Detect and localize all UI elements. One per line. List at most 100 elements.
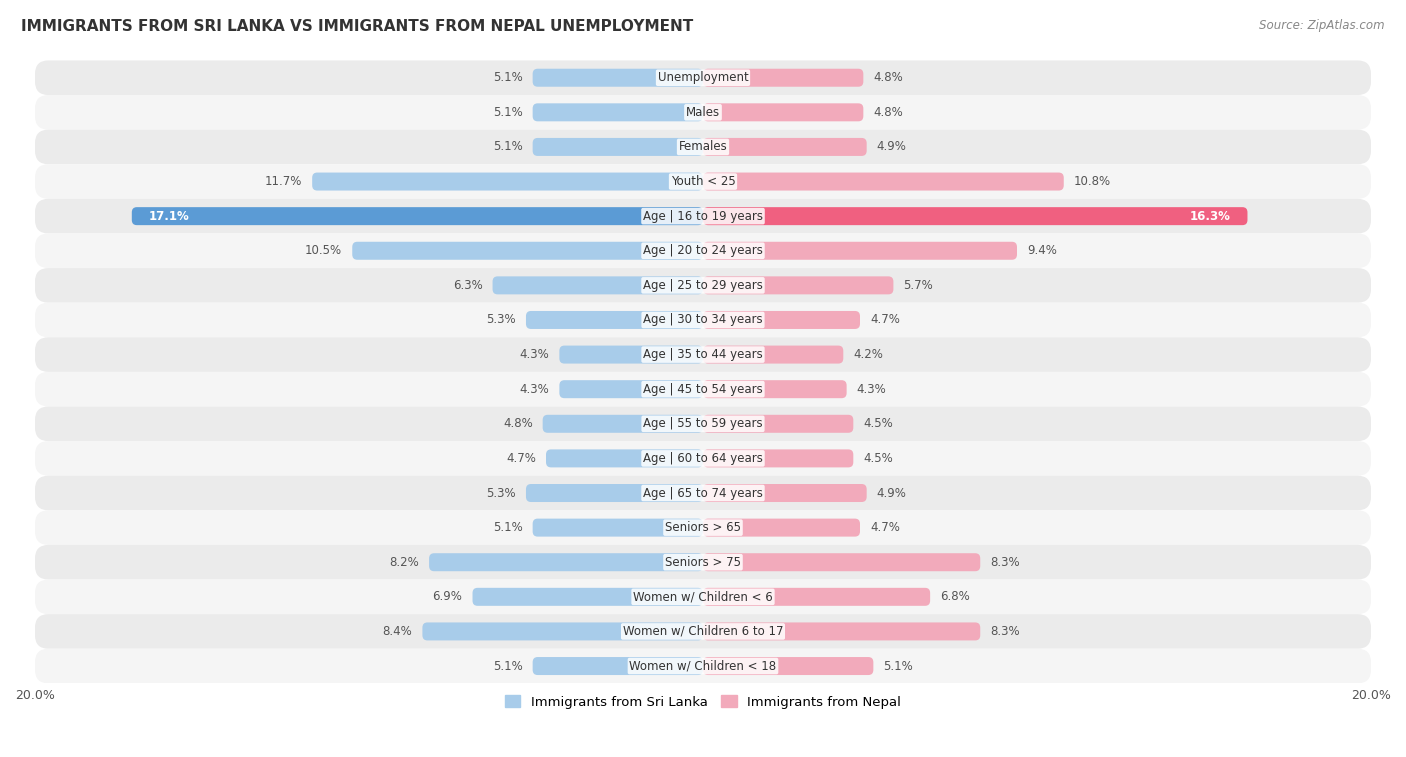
Text: Women w/ Children < 6: Women w/ Children < 6: [633, 590, 773, 603]
Text: Unemployment: Unemployment: [658, 71, 748, 84]
FancyBboxPatch shape: [422, 622, 703, 640]
FancyBboxPatch shape: [533, 657, 703, 675]
FancyBboxPatch shape: [35, 303, 1371, 338]
FancyBboxPatch shape: [35, 407, 1371, 441]
Text: 8.3%: 8.3%: [990, 556, 1019, 569]
FancyBboxPatch shape: [533, 138, 703, 156]
FancyBboxPatch shape: [703, 588, 931, 606]
FancyBboxPatch shape: [533, 519, 703, 537]
FancyBboxPatch shape: [492, 276, 703, 294]
Text: 4.2%: 4.2%: [853, 348, 883, 361]
FancyBboxPatch shape: [35, 580, 1371, 614]
FancyBboxPatch shape: [703, 311, 860, 329]
Text: 4.8%: 4.8%: [873, 71, 903, 84]
Text: 4.8%: 4.8%: [503, 417, 533, 430]
Text: Age | 60 to 64 years: Age | 60 to 64 years: [643, 452, 763, 465]
Text: Females: Females: [679, 141, 727, 154]
Text: 4.3%: 4.3%: [520, 383, 550, 396]
Text: Age | 55 to 59 years: Age | 55 to 59 years: [643, 417, 763, 430]
FancyBboxPatch shape: [35, 510, 1371, 545]
Text: Seniors > 65: Seniors > 65: [665, 521, 741, 534]
FancyBboxPatch shape: [703, 104, 863, 121]
Text: Seniors > 75: Seniors > 75: [665, 556, 741, 569]
Text: IMMIGRANTS FROM SRI LANKA VS IMMIGRANTS FROM NEPAL UNEMPLOYMENT: IMMIGRANTS FROM SRI LANKA VS IMMIGRANTS …: [21, 19, 693, 34]
FancyBboxPatch shape: [703, 69, 863, 87]
FancyBboxPatch shape: [703, 276, 893, 294]
Text: Women w/ Children 6 to 17: Women w/ Children 6 to 17: [623, 625, 783, 638]
FancyBboxPatch shape: [35, 338, 1371, 372]
Text: 9.4%: 9.4%: [1026, 245, 1057, 257]
FancyBboxPatch shape: [703, 207, 1247, 225]
Text: 4.8%: 4.8%: [873, 106, 903, 119]
FancyBboxPatch shape: [35, 475, 1371, 510]
Text: Males: Males: [686, 106, 720, 119]
FancyBboxPatch shape: [35, 649, 1371, 684]
Text: Youth < 25: Youth < 25: [671, 175, 735, 188]
FancyBboxPatch shape: [546, 450, 703, 467]
FancyBboxPatch shape: [35, 164, 1371, 199]
Text: 8.2%: 8.2%: [389, 556, 419, 569]
FancyBboxPatch shape: [353, 241, 703, 260]
Legend: Immigrants from Sri Lanka, Immigrants from Nepal: Immigrants from Sri Lanka, Immigrants fr…: [499, 690, 907, 714]
Text: 8.4%: 8.4%: [382, 625, 412, 638]
FancyBboxPatch shape: [543, 415, 703, 433]
Text: Age | 20 to 24 years: Age | 20 to 24 years: [643, 245, 763, 257]
FancyBboxPatch shape: [703, 519, 860, 537]
Text: 10.5%: 10.5%: [305, 245, 342, 257]
Text: 10.8%: 10.8%: [1074, 175, 1111, 188]
FancyBboxPatch shape: [35, 545, 1371, 580]
FancyBboxPatch shape: [533, 69, 703, 87]
Text: 6.8%: 6.8%: [941, 590, 970, 603]
FancyBboxPatch shape: [560, 346, 703, 363]
Text: 4.7%: 4.7%: [506, 452, 536, 465]
FancyBboxPatch shape: [429, 553, 703, 572]
Text: 11.7%: 11.7%: [264, 175, 302, 188]
FancyBboxPatch shape: [703, 657, 873, 675]
Text: Age | 30 to 34 years: Age | 30 to 34 years: [643, 313, 763, 326]
Text: Age | 16 to 19 years: Age | 16 to 19 years: [643, 210, 763, 223]
Text: Age | 65 to 74 years: Age | 65 to 74 years: [643, 487, 763, 500]
FancyBboxPatch shape: [35, 95, 1371, 129]
FancyBboxPatch shape: [472, 588, 703, 606]
FancyBboxPatch shape: [35, 441, 1371, 475]
FancyBboxPatch shape: [35, 372, 1371, 407]
Text: 8.3%: 8.3%: [990, 625, 1019, 638]
FancyBboxPatch shape: [703, 622, 980, 640]
FancyBboxPatch shape: [703, 346, 844, 363]
FancyBboxPatch shape: [35, 199, 1371, 233]
Text: 5.1%: 5.1%: [494, 521, 523, 534]
Text: 6.3%: 6.3%: [453, 279, 482, 292]
FancyBboxPatch shape: [703, 553, 980, 572]
Text: 17.1%: 17.1%: [149, 210, 190, 223]
Text: 5.1%: 5.1%: [494, 106, 523, 119]
Text: 6.9%: 6.9%: [433, 590, 463, 603]
Text: 5.3%: 5.3%: [486, 487, 516, 500]
FancyBboxPatch shape: [526, 484, 703, 502]
Text: 5.1%: 5.1%: [494, 71, 523, 84]
FancyBboxPatch shape: [703, 241, 1017, 260]
Text: 5.7%: 5.7%: [904, 279, 934, 292]
Text: 4.9%: 4.9%: [877, 487, 907, 500]
Text: 5.1%: 5.1%: [494, 659, 523, 672]
Text: 4.7%: 4.7%: [870, 313, 900, 326]
FancyBboxPatch shape: [703, 138, 866, 156]
FancyBboxPatch shape: [35, 268, 1371, 303]
FancyBboxPatch shape: [703, 173, 1064, 191]
FancyBboxPatch shape: [526, 311, 703, 329]
FancyBboxPatch shape: [35, 61, 1371, 95]
Text: Age | 45 to 54 years: Age | 45 to 54 years: [643, 383, 763, 396]
Text: 4.5%: 4.5%: [863, 452, 893, 465]
FancyBboxPatch shape: [35, 233, 1371, 268]
Text: Age | 25 to 29 years: Age | 25 to 29 years: [643, 279, 763, 292]
Text: Women w/ Children < 18: Women w/ Children < 18: [630, 659, 776, 672]
FancyBboxPatch shape: [35, 129, 1371, 164]
Text: Source: ZipAtlas.com: Source: ZipAtlas.com: [1260, 19, 1385, 32]
Text: 16.3%: 16.3%: [1189, 210, 1230, 223]
FancyBboxPatch shape: [312, 173, 703, 191]
Text: 4.3%: 4.3%: [520, 348, 550, 361]
Text: 5.1%: 5.1%: [883, 659, 912, 672]
FancyBboxPatch shape: [560, 380, 703, 398]
FancyBboxPatch shape: [533, 104, 703, 121]
Text: Age | 35 to 44 years: Age | 35 to 44 years: [643, 348, 763, 361]
Text: 4.3%: 4.3%: [856, 383, 886, 396]
